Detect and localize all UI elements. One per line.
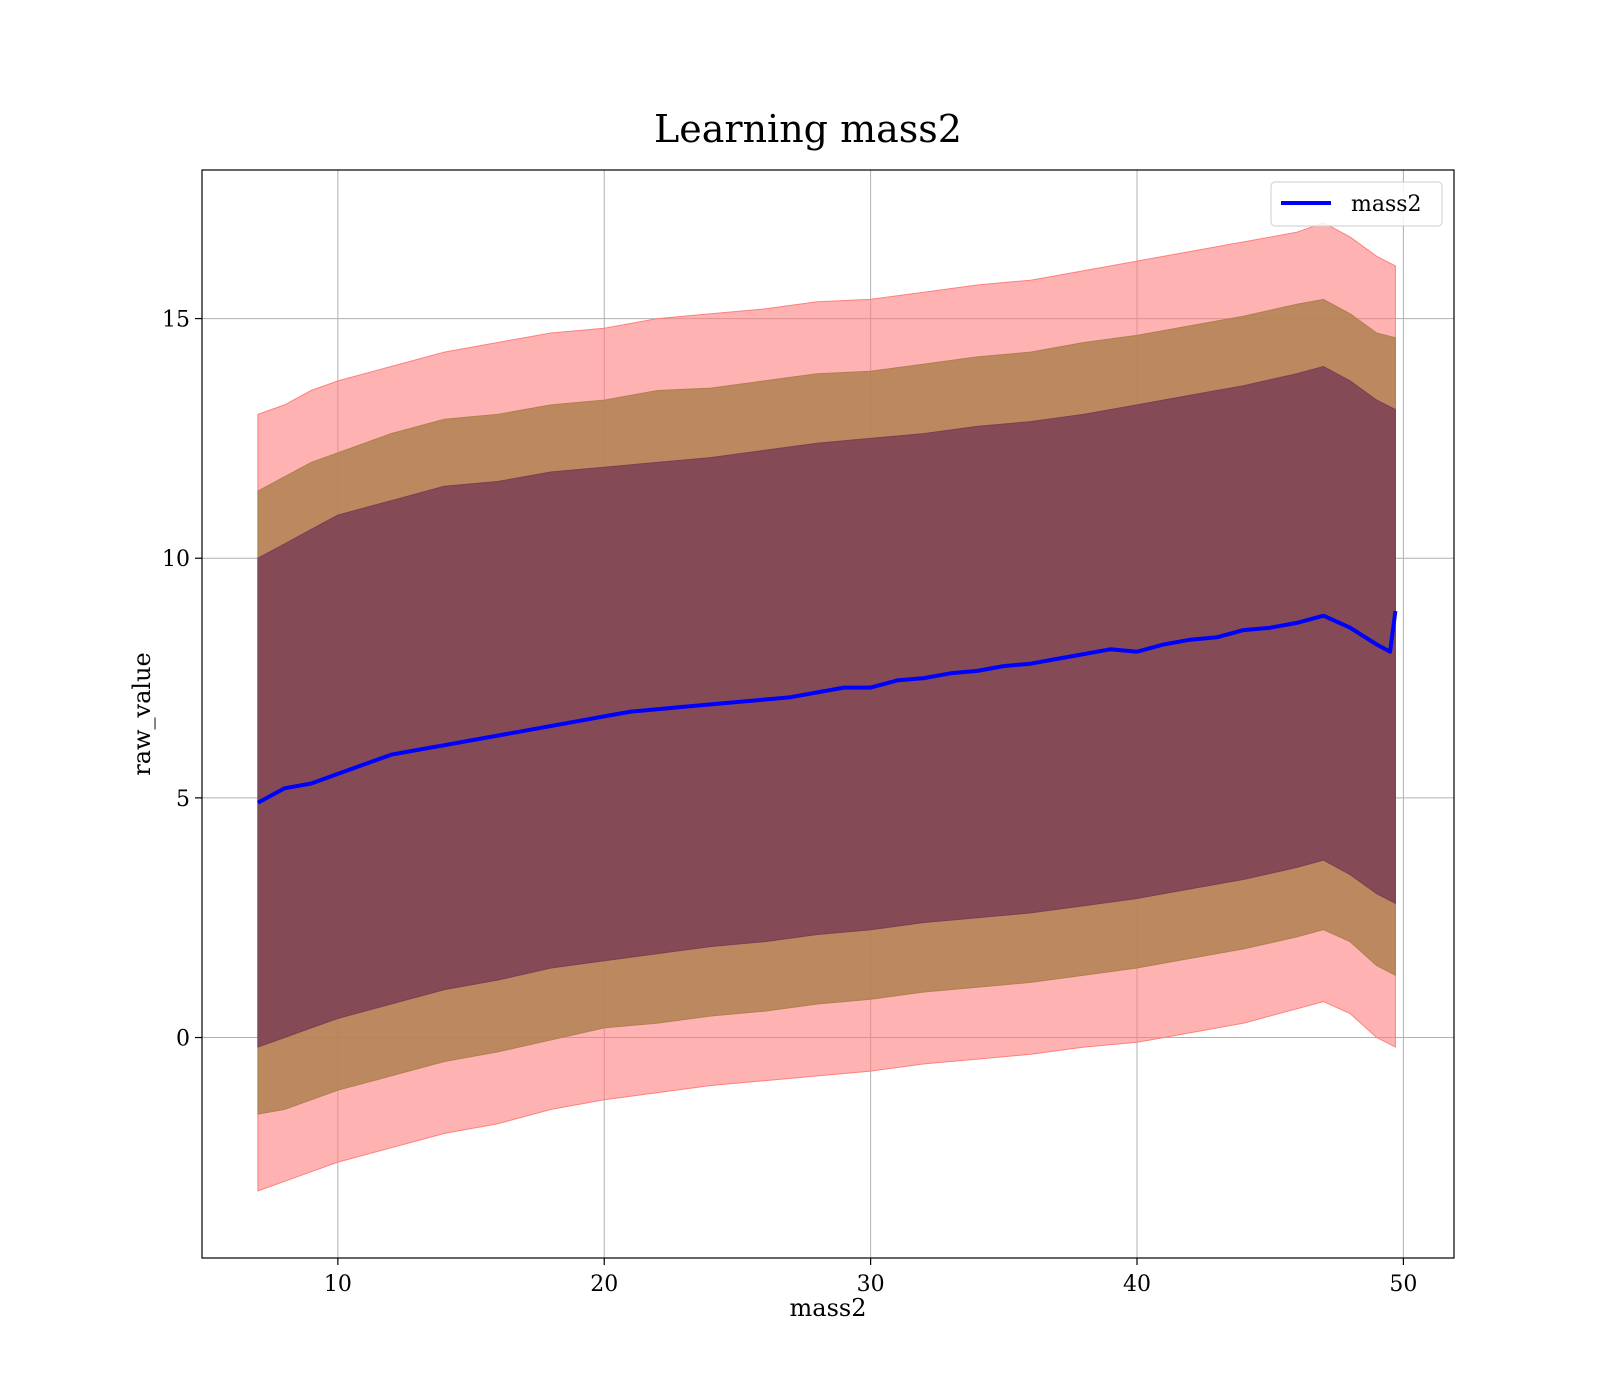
y-tick-label: 5: [176, 787, 190, 812]
legend: mass2: [1270, 181, 1443, 227]
x-axis-ticks: 10 20 30 40 50: [324, 1258, 1417, 1297]
x-tick-label: 30: [857, 1272, 885, 1297]
legend-label: mass2: [1351, 192, 1422, 217]
legend-box: [1270, 181, 1443, 227]
y-axis-label: raw_value: [128, 652, 156, 776]
y-axis-ticks: 0 5 10 15: [162, 308, 202, 1052]
x-tick-label: 50: [1389, 1272, 1417, 1297]
chart-title: Learning mass2: [654, 107, 962, 151]
y-tick-label: 0: [176, 1027, 190, 1052]
y-tick-label: 15: [162, 308, 190, 333]
series-lines: [256, 610, 1398, 805]
confidence-bands: [257, 222, 1396, 1192]
y-tick-label: 10: [162, 547, 190, 572]
x-tick-label: 40: [1123, 1272, 1151, 1297]
x-tick-label: 10: [324, 1272, 352, 1297]
x-axis-label: mass2: [790, 1294, 867, 1322]
plot-frame: [201, 169, 1455, 1259]
series-line-mass2: [256, 610, 1398, 805]
x-tick-label: 20: [590, 1272, 618, 1297]
band-1sigma: [257, 365, 1396, 1048]
